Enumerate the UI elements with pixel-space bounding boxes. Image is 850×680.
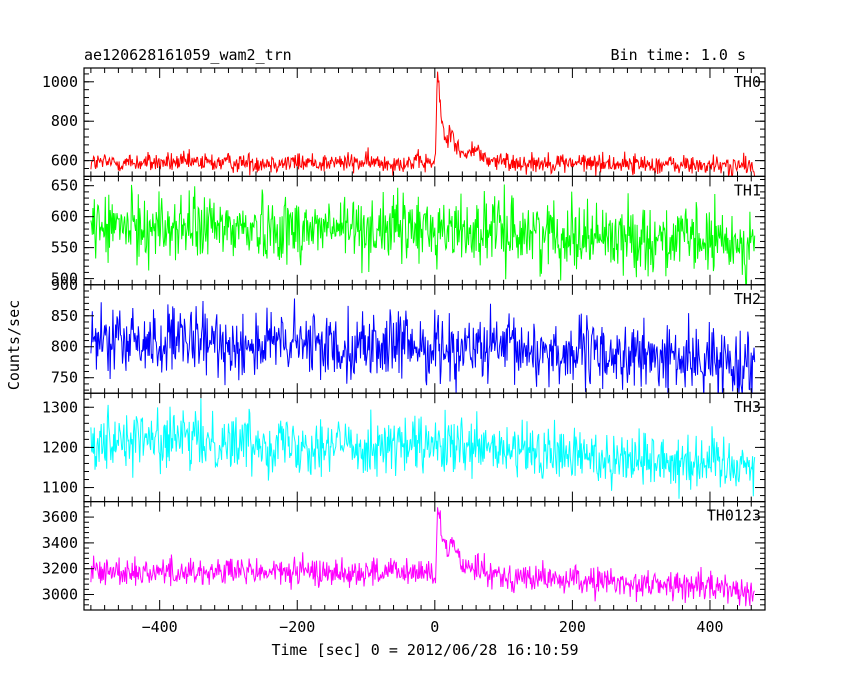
panel-th0123-series-line	[90, 507, 755, 607]
panel-th3-series-line	[90, 398, 756, 499]
panel-th2-ytick-label: 850	[51, 307, 78, 325]
panel-th0-ytick-label: 800	[51, 112, 78, 130]
panel-th3-ytick-label: 1100	[42, 479, 78, 497]
panel-th3-ytick-label: 1200	[42, 438, 78, 456]
chart-title: ae120628161059_wam2_trn	[84, 46, 292, 64]
panel-th0123-ytick-label: 3200	[42, 560, 78, 578]
panel-th0123-frame	[83, 501, 766, 611]
panel-th0-ytick-label: 600	[51, 152, 78, 170]
panel-th1-ytick-label: 500	[51, 270, 78, 288]
panel-th1-ytick-label: 600	[51, 208, 78, 226]
panel-th1: TH1 500 550 600 650	[51, 175, 766, 288]
panel-th1-series-line	[90, 184, 756, 285]
panel-th1-ytick-label: 650	[51, 177, 78, 195]
panel-th3: TH3 1100 1200 1300	[42, 392, 766, 503]
panel-th2-ytick-label: 750	[51, 369, 78, 387]
panel-th2-ytick-label: 900	[51, 276, 78, 294]
x-tick-label: −200	[279, 618, 315, 636]
panel-th0: TH0 600 800 1000	[42, 67, 766, 178]
panel-th2: TH2 750 800 850 900	[51, 276, 766, 394]
bin-time-label: Bin time: 1.0 s	[611, 46, 746, 64]
x-tick-label: 400	[696, 618, 723, 636]
panel-th2-series-line	[90, 298, 756, 394]
x-tick-label: 200	[559, 618, 586, 636]
panel-th2-label: TH2	[734, 290, 761, 308]
x-tick-label: −400	[142, 618, 178, 636]
panel-th2-ytick-label: 800	[51, 338, 78, 356]
panel-th3-label: TH3	[734, 398, 761, 416]
x-tick-label: 0	[430, 618, 439, 636]
x-axis-label: Time [sec] 0 = 2012/06/28 16:10:59	[271, 641, 578, 659]
panel-th0-series-line	[90, 71, 756, 177]
panel-th1-label: TH1	[734, 181, 761, 199]
panel-th0123: TH0123 3000 3200 3400 3600	[42, 501, 766, 611]
y-axis-label: Counts/sec	[5, 300, 23, 390]
panel-th0-label: TH0	[734, 73, 761, 91]
panels-group: TH0 600 800 1000 TH1 500 550 600 650 TH2 750 800 850…	[42, 67, 766, 636]
panel-th0123-ytick-label: 3600	[42, 508, 78, 526]
panel-th3-ytick-label: 1300	[42, 398, 78, 416]
panel-th0123-ytick-label: 3000	[42, 586, 78, 604]
panel-th0123-ytick-label: 3400	[42, 534, 78, 552]
panel-th1-ytick-label: 550	[51, 239, 78, 257]
panel-th0-ytick-label: 1000	[42, 73, 78, 91]
panel-th0123-label: TH0123	[707, 507, 761, 525]
